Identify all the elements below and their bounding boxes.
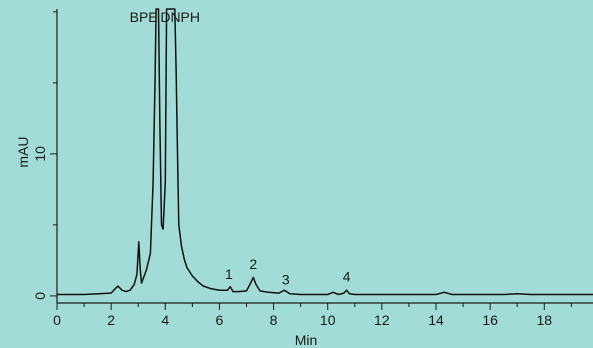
x-tick-label: 18	[536, 312, 552, 328]
x-tick-label: 2	[107, 312, 115, 328]
peak-label: BPE	[130, 9, 158, 25]
peak-label: 2	[249, 256, 257, 272]
x-tick-label: 16	[482, 312, 498, 328]
y-tick-label: 0	[32, 292, 48, 300]
x-tick-label: 12	[374, 312, 390, 328]
x-tick-label: 14	[428, 312, 444, 328]
peak-annotations: BPE DNPH 12 3 4	[130, 9, 351, 288]
x-tick-label: 8	[270, 312, 278, 328]
peak-label: 3	[282, 272, 290, 288]
peak-label: DNPH	[160, 9, 200, 25]
y-tick-label: 10	[32, 146, 48, 162]
x-tick-label: 4	[161, 312, 169, 328]
peak-label: 4	[343, 269, 351, 285]
y-axis-title: mAU	[15, 136, 31, 167]
x-axis-title: Min	[295, 332, 318, 348]
x-tick-label: 6	[216, 312, 224, 328]
x-tick-label: 0	[53, 312, 61, 328]
axes	[56, 9, 593, 304]
peak-label: 1	[225, 266, 233, 282]
x-tick-label: 10	[320, 312, 336, 328]
x-axis-ticks: 0 2 4 6 8 10 12 14 16 18	[53, 303, 572, 328]
chromatogram-trace	[57, 8, 593, 296]
y-axis-ticks: 0 10	[32, 11, 57, 300]
